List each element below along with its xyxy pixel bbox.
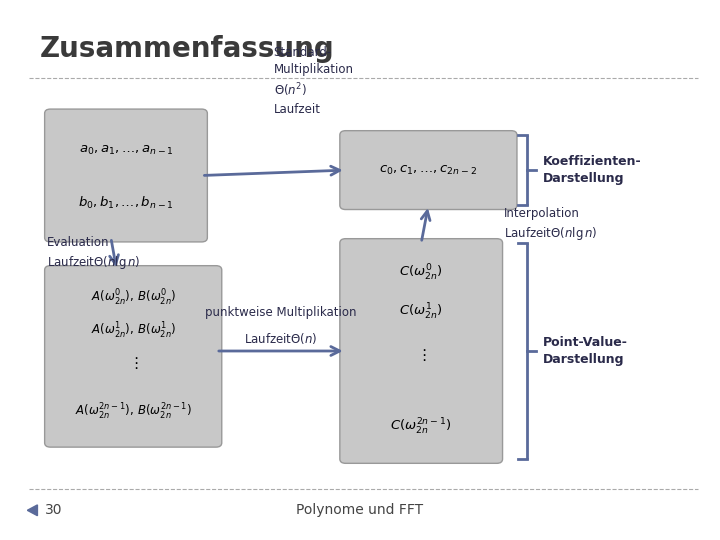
Text: $b_0, b_1, \ldots, b_{n-1}$: $b_0, b_1, \ldots, b_{n-1}$ <box>78 195 174 211</box>
FancyBboxPatch shape <box>45 266 222 447</box>
Text: $c_0, c_1, \ldots, c_{2n-2}$: $c_0, c_1, \ldots, c_{2n-2}$ <box>379 164 477 177</box>
Text: Zusammenfassung: Zusammenfassung <box>40 35 334 63</box>
Text: $A(\omega_{2n}^{2n-1}),\, B(\omega_{2n}^{2n-1})$: $A(\omega_{2n}^{2n-1}),\, B(\omega_{2n}^… <box>75 402 192 422</box>
FancyBboxPatch shape <box>340 239 503 463</box>
Text: $A(\omega_{2n}^1),\, B(\omega_{2n}^1)$: $A(\omega_{2n}^1),\, B(\omega_{2n}^1)$ <box>91 320 176 341</box>
FancyBboxPatch shape <box>45 109 207 242</box>
Text: Evaluation
Laufzeit$\Theta(n \lg n)$: Evaluation Laufzeit$\Theta(n \lg n)$ <box>47 237 140 271</box>
Polygon shape <box>27 505 37 516</box>
Text: Laufzeit$\Theta(n)$: Laufzeit$\Theta(n)$ <box>244 330 318 346</box>
Text: 30: 30 <box>45 503 62 517</box>
Text: $\vdots$: $\vdots$ <box>416 347 426 363</box>
Text: $C(\omega_{2n}^{2n-1})$: $C(\omega_{2n}^{2n-1})$ <box>390 416 452 437</box>
Text: $C(\omega_{2n}^1)$: $C(\omega_{2n}^1)$ <box>400 302 443 322</box>
Text: $A(\omega_{2n}^0),\, B(\omega_{2n}^0)$: $A(\omega_{2n}^0),\, B(\omega_{2n}^0)$ <box>91 288 176 308</box>
Text: Point-Value-
Darstellung: Point-Value- Darstellung <box>543 336 628 366</box>
Text: $\vdots$: $\vdots$ <box>128 355 138 372</box>
Text: $a_0, a_1, \ldots, a_{n-1}$: $a_0, a_1, \ldots, a_{n-1}$ <box>78 144 174 157</box>
Text: Polynome und FFT: Polynome und FFT <box>297 503 423 517</box>
Text: $C(\omega_{2n}^0)$: $C(\omega_{2n}^0)$ <box>400 263 443 284</box>
Text: punktweise Multiplikation: punktweise Multiplikation <box>205 306 356 319</box>
Text: Interpolation
Laufzeit$\Theta(n \lg n)$: Interpolation Laufzeit$\Theta(n \lg n)$ <box>504 207 598 241</box>
Text: Standard-
Multiplikation
$\Theta(n^2)$
Laufzeit: Standard- Multiplikation $\Theta(n^2)$ L… <box>274 46 354 116</box>
Text: Koeffizienten-
Darstellung: Koeffizienten- Darstellung <box>543 155 642 185</box>
FancyBboxPatch shape <box>340 131 517 210</box>
